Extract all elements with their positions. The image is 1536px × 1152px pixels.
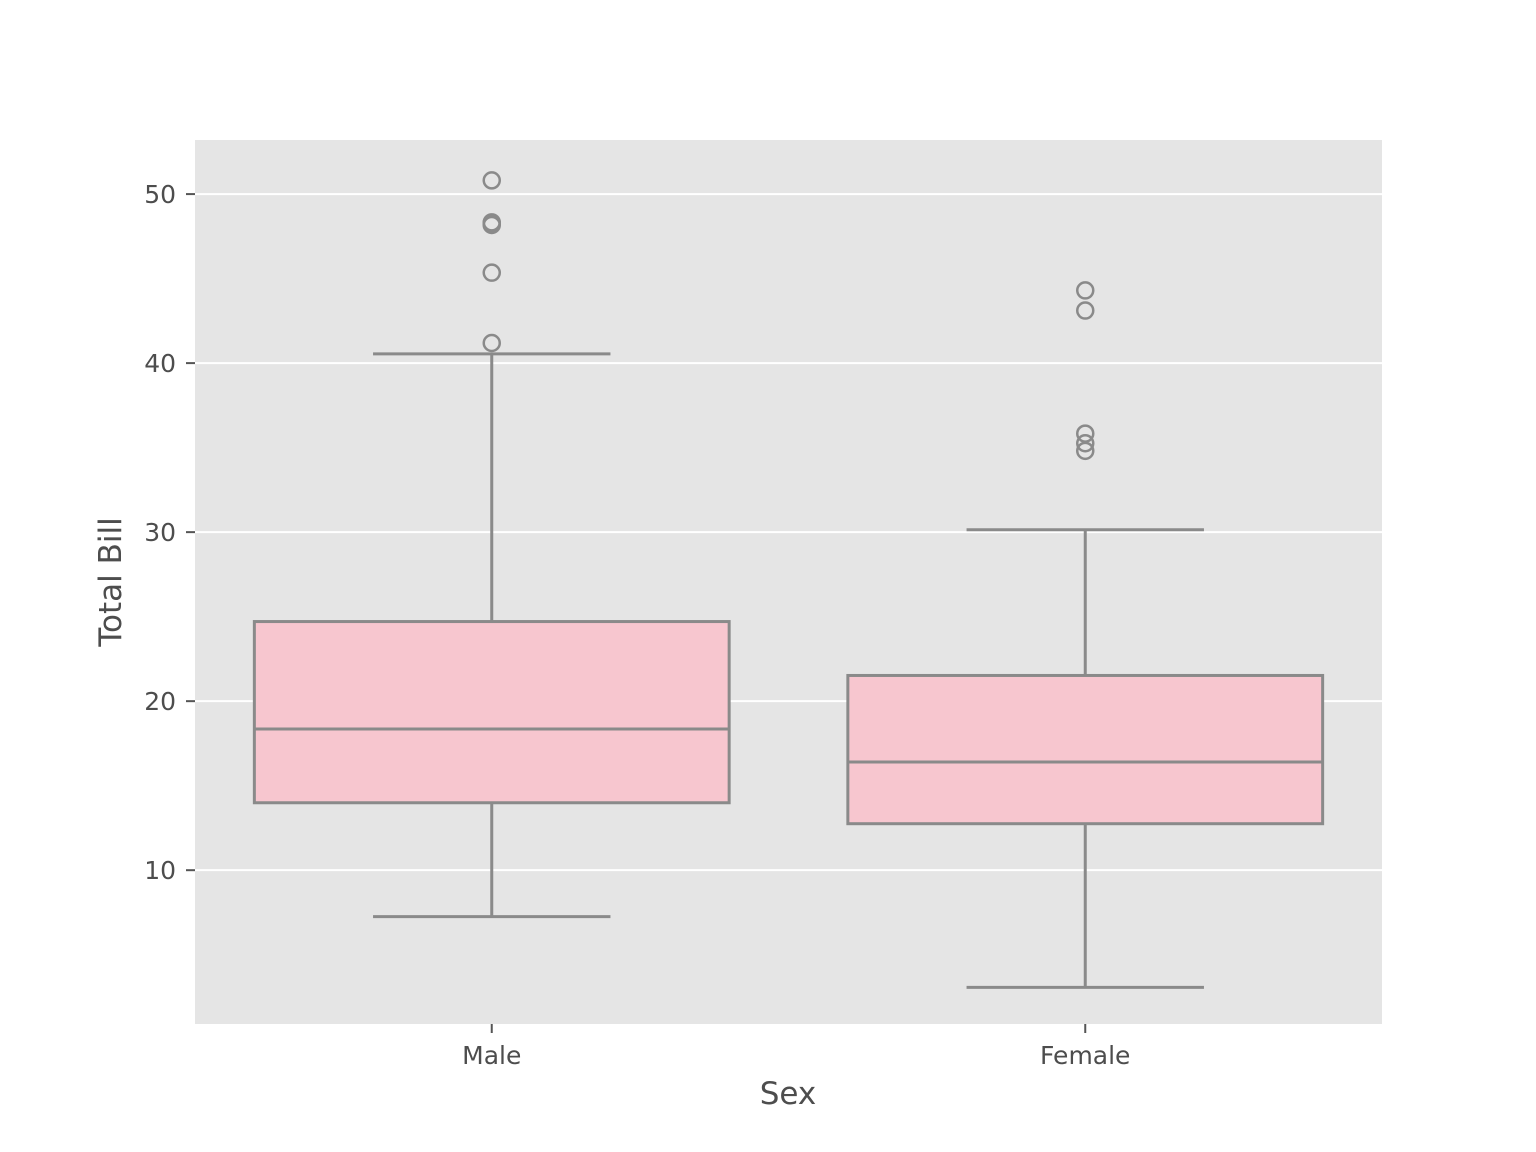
y-tick-label-40: 40 xyxy=(144,349,176,378)
iqr-box-female xyxy=(846,673,1325,826)
outlier-male-1 xyxy=(482,263,501,282)
outlier-female-2 xyxy=(1076,424,1095,443)
y-tick-label-20: 20 xyxy=(144,687,176,716)
outlier-female-1 xyxy=(1076,433,1095,453)
boxes-layer xyxy=(252,171,1325,989)
y-axis-label: Total Bill xyxy=(93,517,129,647)
iqr-box-male xyxy=(252,620,731,805)
outlier-female-4 xyxy=(1076,281,1095,300)
outlier-male-0 xyxy=(482,333,501,353)
outlier-female-3 xyxy=(1076,301,1095,320)
outlier-male-5 xyxy=(482,171,501,190)
y-tick-label-30: 30 xyxy=(144,518,176,547)
x-tick-label-male: Male xyxy=(462,1041,521,1070)
plot-area-background xyxy=(195,140,1382,1024)
y-axis-ticks: 10 20 30 40 50 xyxy=(144,180,195,885)
y-tick-label-50: 50 xyxy=(144,180,176,209)
outlier-male-4 xyxy=(482,213,501,232)
box-group-female xyxy=(846,281,1325,989)
x-axis-label: Sex xyxy=(760,1076,817,1112)
x-axis-ticks: Male Female xyxy=(462,1024,1130,1070)
x-tick-label-female: Female xyxy=(1040,1041,1130,1070)
box-group-male xyxy=(252,171,731,919)
y-tick-label-10: 10 xyxy=(144,856,176,885)
